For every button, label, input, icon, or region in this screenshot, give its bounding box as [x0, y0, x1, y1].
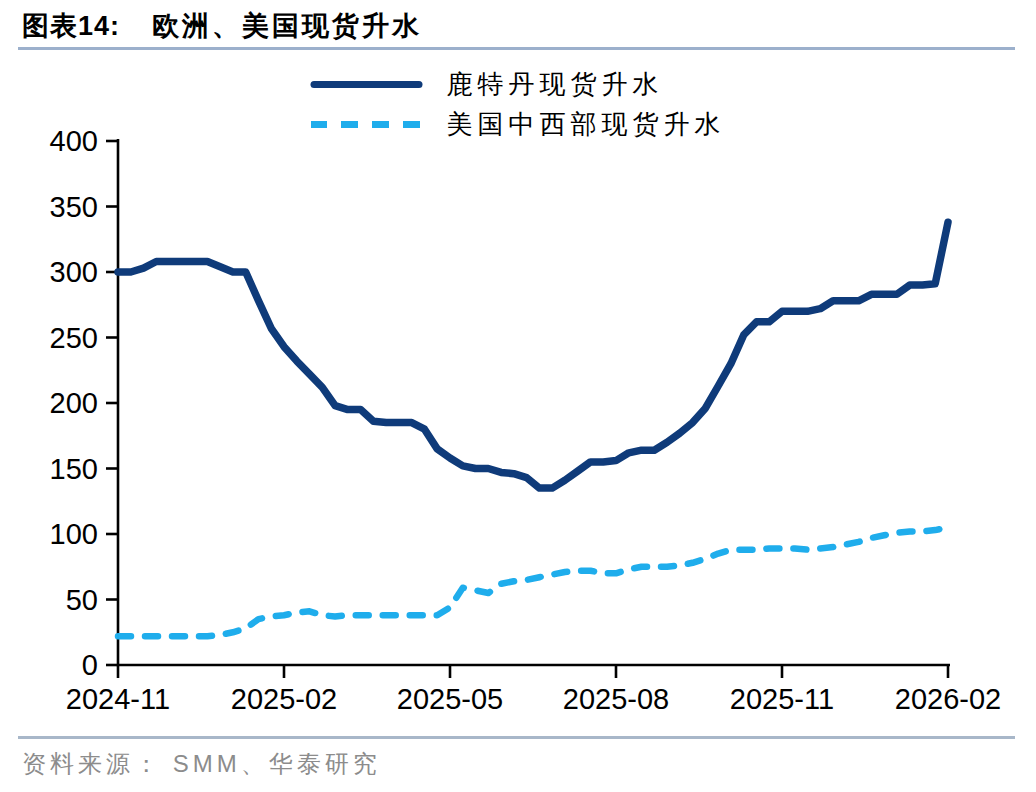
svg-text:2025-11: 2025-11: [730, 683, 834, 715]
svg-text:2024-11: 2024-11: [66, 683, 170, 715]
svg-text:400: 400: [50, 125, 98, 157]
svg-text:300: 300: [50, 256, 98, 288]
svg-text:350: 350: [50, 191, 98, 223]
svg-text:2026-02: 2026-02: [895, 683, 1001, 715]
svg-text:100: 100: [50, 518, 98, 550]
chart-svg: 0 50 100 150 200 250 300 350 400 2024-11 2025-02 20…: [0, 0, 1036, 735]
svg-text:150: 150: [50, 453, 98, 485]
svg-text:50: 50: [66, 584, 98, 616]
svg-text:200: 200: [50, 387, 98, 419]
svg-text:2025-08: 2025-08: [563, 683, 669, 715]
svg-text:250: 250: [50, 322, 98, 354]
svg-text:2025-02: 2025-02: [231, 683, 337, 715]
svg-text:0: 0: [82, 649, 98, 681]
figure-page: 图表14:欧洲、美国现货升水 鹿特丹现货升水 美国中西部现货升水 0501001…: [0, 0, 1036, 792]
source-note: 资料来源： SMM、华泰研究: [22, 748, 381, 780]
svg-text:2025-05: 2025-05: [397, 683, 503, 715]
footer-divider: [18, 736, 1015, 739]
